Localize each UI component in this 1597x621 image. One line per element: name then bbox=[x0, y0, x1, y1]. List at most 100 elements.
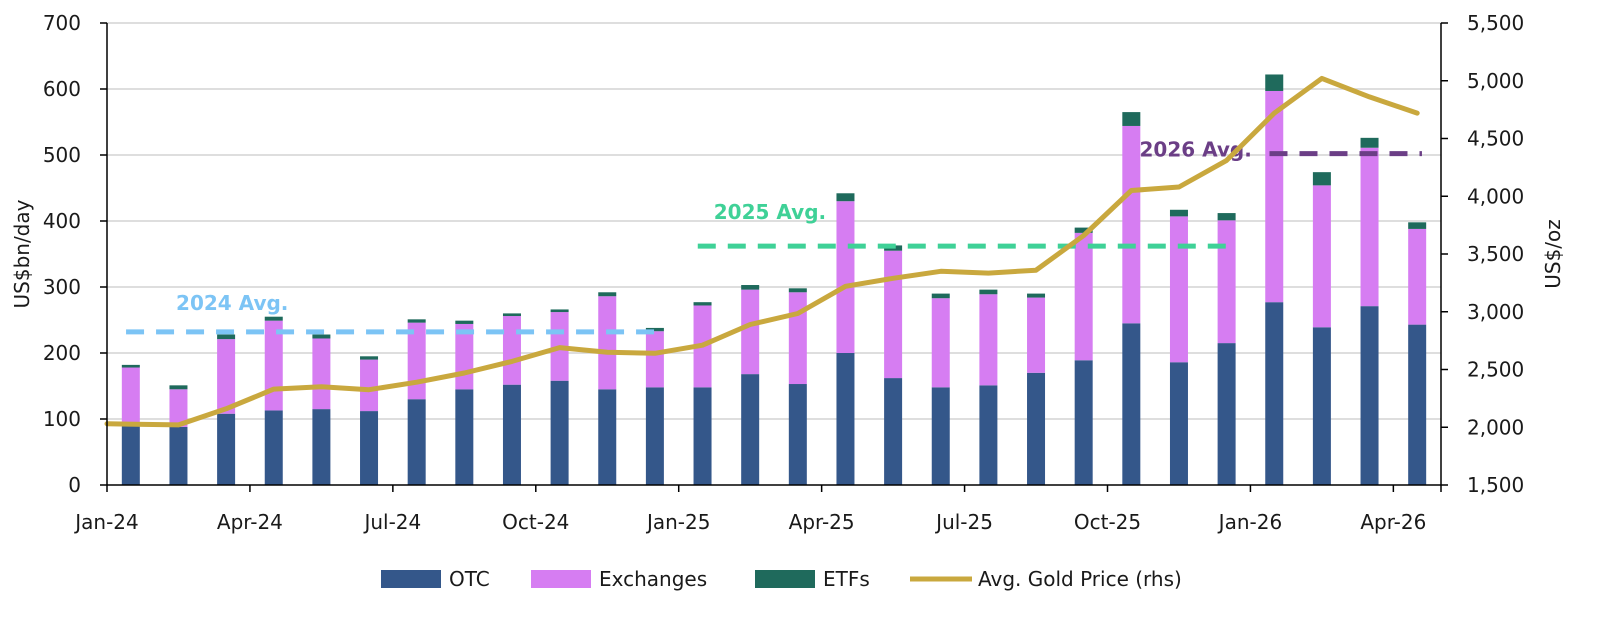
bar-otc-24 bbox=[1265, 302, 1284, 485]
bar-otc-20 bbox=[1074, 360, 1093, 485]
bar-etfs-13 bbox=[741, 285, 760, 290]
bar-otc-25 bbox=[1312, 327, 1331, 485]
bar-exchanges-10 bbox=[598, 296, 617, 390]
bar-exchanges-26 bbox=[1360, 147, 1379, 307]
y-tick-label-left: 700 bbox=[43, 11, 81, 35]
x-tick-label: Jan-26 bbox=[1217, 510, 1283, 534]
bar-etfs-22 bbox=[1169, 209, 1188, 217]
x-tick-label: Jul-25 bbox=[934, 510, 993, 534]
gold-price-line-layer bbox=[104, 75, 1420, 428]
bar-etfs-26 bbox=[1360, 137, 1379, 148]
axes-layer: 0 100 200 300 400 500 600 700 1,500 2,000 2,500 3,0… bbox=[10, 11, 1565, 534]
bar-etfs-15 bbox=[836, 193, 855, 202]
bar-exchanges-21 bbox=[1122, 125, 1141, 324]
bar-otc-2 bbox=[217, 413, 236, 485]
bar-etfs-8 bbox=[502, 313, 521, 317]
bar-etfs-25 bbox=[1312, 172, 1331, 186]
bar-otc-19 bbox=[1027, 372, 1046, 485]
bar-etfs-7 bbox=[455, 320, 474, 324]
x-tick-label: Jan-24 bbox=[73, 510, 139, 534]
bar-etfs-17 bbox=[931, 293, 950, 299]
bar-etfs-19 bbox=[1027, 293, 1046, 298]
avg-label-2026: 2026 Avg. bbox=[1139, 138, 1251, 162]
y-tick-label-right: 4,000 bbox=[1467, 184, 1524, 208]
y-tick-label-left: 0 bbox=[68, 473, 81, 497]
bar-exchanges-23 bbox=[1217, 220, 1236, 344]
y-tick-label-left: 500 bbox=[43, 143, 81, 167]
bars-layer bbox=[121, 74, 1427, 485]
bar-otc-6 bbox=[407, 399, 426, 485]
bar-otc-7 bbox=[455, 389, 474, 485]
bar-otc-21 bbox=[1122, 323, 1141, 485]
bar-etfs-3 bbox=[264, 316, 283, 321]
bar-exchanges-8 bbox=[502, 316, 521, 385]
y-tick-label-right: 3,500 bbox=[1467, 242, 1524, 266]
y-tick-label-right: 5,000 bbox=[1467, 69, 1524, 93]
bar-exchanges-17 bbox=[931, 298, 950, 388]
bar-exchanges-24 bbox=[1265, 90, 1284, 303]
y-tick-label-right: 1,500 bbox=[1467, 473, 1524, 497]
x-tick-label: Apr-25 bbox=[789, 510, 855, 534]
bar-exchanges-5 bbox=[360, 359, 379, 412]
bar-etfs-4 bbox=[312, 334, 331, 339]
bar-otc-18 bbox=[979, 385, 998, 485]
y-tick-label-right: 3,000 bbox=[1467, 300, 1524, 324]
legend-label-3: Avg. Gold Price (rhs) bbox=[978, 567, 1182, 591]
bar-otc-10 bbox=[598, 389, 617, 485]
bar-exchanges-18 bbox=[979, 294, 998, 386]
bar-otc-23 bbox=[1217, 343, 1236, 485]
bar-exchanges-25 bbox=[1312, 185, 1331, 328]
bar-etfs-24 bbox=[1265, 74, 1284, 91]
bar-exchanges-22 bbox=[1169, 216, 1188, 363]
bar-etfs-23 bbox=[1217, 213, 1236, 221]
y-tick-label-left: 300 bbox=[43, 275, 81, 299]
y-tick-label-right: 2,000 bbox=[1467, 415, 1524, 439]
y-tick-label-right: 5,500 bbox=[1467, 11, 1524, 35]
bar-exchanges-2 bbox=[217, 339, 236, 414]
y-tick-label-left: 600 bbox=[43, 77, 81, 101]
bar-exchanges-19 bbox=[1027, 297, 1046, 373]
y-tick-label-right: 2,500 bbox=[1467, 358, 1524, 382]
bar-exchanges-27 bbox=[1408, 228, 1427, 325]
bar-etfs-1 bbox=[169, 385, 188, 390]
x-tick-label: Jan-25 bbox=[645, 510, 711, 534]
bar-otc-0 bbox=[121, 424, 140, 485]
avg-label-2025: 2025 Avg. bbox=[714, 200, 826, 224]
bar-otc-9 bbox=[550, 380, 569, 485]
bar-otc-22 bbox=[1169, 362, 1188, 485]
legend-swatch-0 bbox=[381, 570, 441, 588]
bar-exchanges-1 bbox=[169, 389, 188, 427]
bar-etfs-5 bbox=[360, 356, 379, 360]
legend-swatch-1 bbox=[531, 570, 591, 588]
bar-otc-13 bbox=[741, 374, 760, 485]
bar-otc-27 bbox=[1408, 324, 1427, 485]
bar-otc-1 bbox=[169, 426, 188, 485]
bar-etfs-2 bbox=[217, 334, 236, 340]
bar-etfs-12 bbox=[693, 302, 712, 306]
bar-etfs-21 bbox=[1122, 112, 1141, 126]
avg-lines-layer: 2024 Avg. 2025 Avg. 2026 Avg. bbox=[126, 138, 1422, 335]
bar-etfs-14 bbox=[788, 288, 807, 293]
y-tick-label-left: 100 bbox=[43, 407, 81, 431]
y-tick-label-left: 200 bbox=[43, 341, 81, 365]
y-axis-title-left: US$bn/day bbox=[10, 199, 34, 308]
bar-exchanges-4 bbox=[312, 338, 331, 410]
legend-label-0: OTC bbox=[449, 567, 490, 591]
bar-exchanges-14 bbox=[788, 292, 807, 385]
bar-exchanges-0 bbox=[121, 367, 140, 425]
y-tick-label-left: 400 bbox=[43, 209, 81, 233]
bar-etfs-20 bbox=[1074, 227, 1093, 233]
bar-etfs-0 bbox=[121, 364, 140, 368]
bar-exchanges-16 bbox=[884, 250, 903, 379]
bar-exchanges-11 bbox=[645, 331, 664, 388]
bar-etfs-10 bbox=[598, 292, 617, 297]
bar-otc-8 bbox=[502, 384, 521, 485]
bar-otc-3 bbox=[264, 410, 283, 485]
bar-otc-4 bbox=[312, 409, 331, 485]
bar-otc-5 bbox=[360, 411, 379, 485]
x-tick-label: Apr-26 bbox=[1360, 510, 1426, 534]
bar-exchanges-15 bbox=[836, 201, 855, 353]
legend: OTC Exchanges ETFs Avg. Gold Price (rhs) bbox=[381, 567, 1182, 591]
